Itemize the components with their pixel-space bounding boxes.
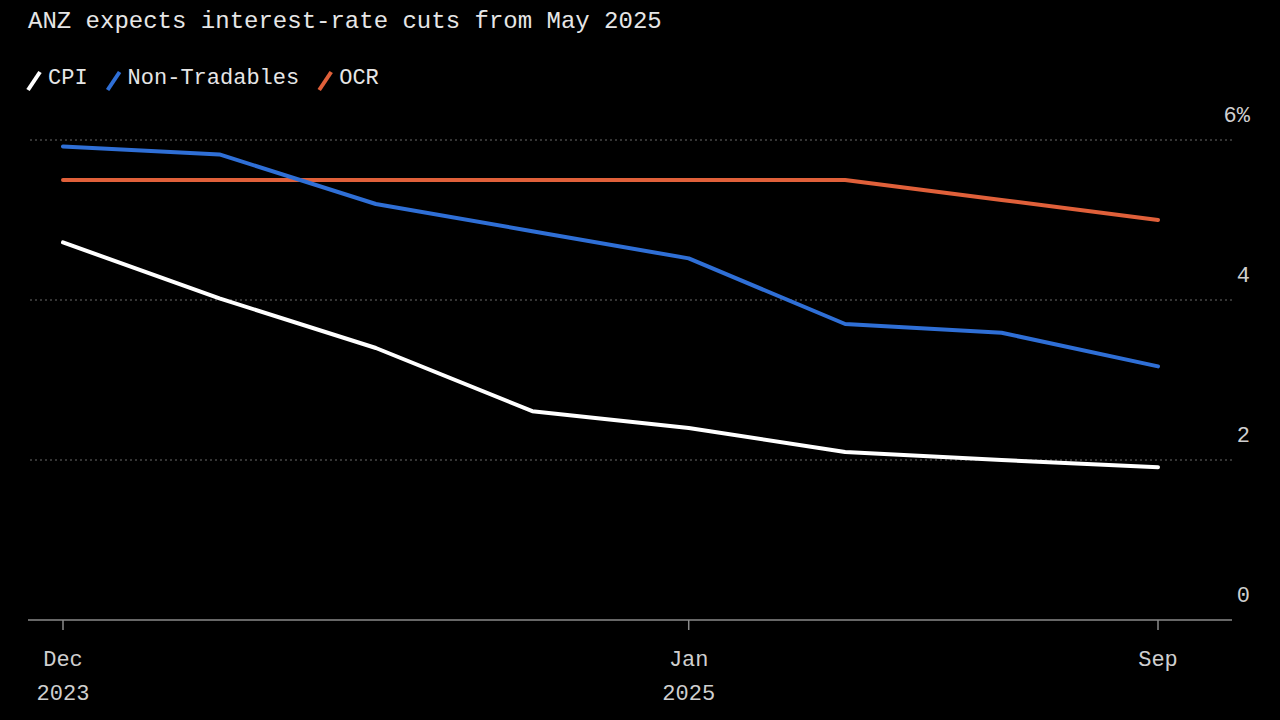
series-line: [63, 180, 1158, 220]
chart-container: ANZ expects interest-rate cuts from May …: [0, 0, 1280, 720]
legend-label: Non-Tradables: [128, 66, 300, 91]
series-line: [63, 242, 1158, 467]
legend-item: CPI: [28, 66, 88, 91]
y-axis-baseline: [28, 619, 1232, 621]
y-tick-label: 2: [1237, 424, 1250, 449]
grid-line: [30, 299, 1232, 300]
legend-item: Non-Tradables: [108, 66, 300, 91]
x-tick-label-part: 2025: [662, 682, 715, 707]
legend-swatch: [319, 72, 331, 90]
legend-item: OCR: [319, 66, 379, 91]
legend-label: CPI: [48, 66, 88, 91]
legend-swatch: [108, 72, 120, 90]
series-line: [63, 146, 1158, 366]
x-tick: [1157, 620, 1159, 630]
y-tick-label: 0: [1237, 584, 1250, 609]
y-tick-label: 4: [1237, 264, 1250, 289]
background: [0, 0, 1280, 720]
x-tick-label: Jan 2025: [662, 648, 715, 707]
grid-line: [30, 139, 1232, 140]
x-tick-label-part: 2023: [37, 682, 90, 707]
x-tick-label-part: Jan: [669, 648, 709, 673]
y-tick-label: 6%: [1224, 104, 1251, 129]
x-tick-label-part: Sep: [1138, 648, 1178, 673]
plot-area: [63, 146, 1158, 467]
x-tick: [62, 620, 64, 630]
title: ANZ expects interest-rate cuts from May …: [28, 8, 662, 35]
x-tick-label: Sep: [1138, 648, 1178, 673]
x-tick: [688, 620, 690, 630]
legend-label: OCR: [339, 66, 379, 91]
x-tick-label-part: Dec: [43, 648, 83, 673]
x-tick-label: Dec 2023: [37, 648, 90, 707]
legend-swatch: [28, 72, 40, 90]
chart-svg: ANZ expects interest-rate cuts from May …: [0, 0, 1280, 720]
